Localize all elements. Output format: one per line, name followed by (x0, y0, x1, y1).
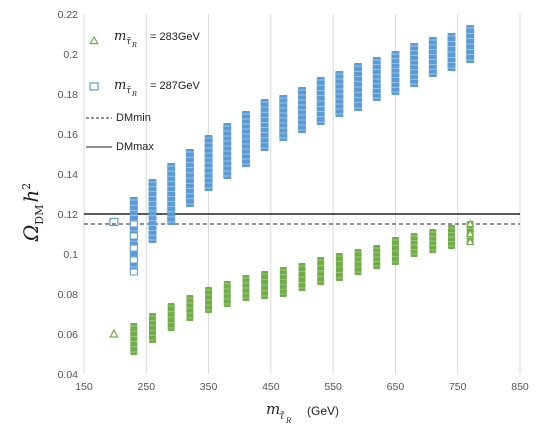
data-column (167, 163, 176, 225)
y-tick-label: 0.18 (58, 89, 79, 101)
data-point-triangle (466, 237, 475, 245)
series-triangles (109, 219, 475, 355)
x-axis-label: m τ̃ R (GeV) (266, 400, 339, 425)
legend-label-287-subsub: R (131, 90, 137, 98)
x-tick-label: 250 (138, 381, 156, 393)
legend-marker-triangle (89, 35, 99, 45)
x-tick-label: 550 (324, 381, 342, 393)
y-label-omega: Ω (19, 225, 43, 243)
legend-label-287-sub: τ̃ (126, 85, 132, 96)
data-point-square (129, 256, 138, 264)
legend-marker-square (89, 82, 99, 91)
data-column (260, 99, 269, 151)
legend-label-283-sub: τ̃ (126, 36, 132, 47)
x-tick-label: 350 (200, 381, 218, 393)
x-tick-labels: 150 250 350 450 550 650 750 850 (75, 381, 529, 393)
legend-entry-dmmax: DMmax (86, 141, 154, 153)
data-column (279, 267, 287, 297)
data-point-triangle (466, 229, 475, 237)
legend-label-283-value: = 283GeV (150, 31, 201, 43)
y-tick-label: 0.22 (58, 9, 79, 21)
y-tick-label: 0.2 (63, 49, 78, 61)
y-tick-label: 0.12 (58, 209, 79, 221)
data-marks (109, 25, 475, 355)
data-column (130, 323, 138, 355)
x-label-sub: τ̃ (279, 411, 285, 422)
data-point-square (129, 220, 138, 228)
x-tick-label: 450 (262, 381, 280, 393)
legend-entry-287gev: m τ̃ R = 287GeV (89, 78, 201, 98)
x-tick-label: 750 (449, 381, 467, 393)
legend-entry-dmmin: DMmin (86, 112, 151, 124)
legend-label-287-m: m (114, 78, 126, 93)
svg-text:ΩDMh2: ΩDM h2 (19, 183, 46, 243)
data-point-triangle (466, 219, 475, 227)
y-tick-label: 0.04 (58, 369, 79, 381)
y-axis-label: ΩDM h2 (19, 183, 46, 243)
data-point-square (129, 232, 138, 240)
legend: m τ̃ R = 283GeV m τ̃ R = 287GeV DMmin DM… (86, 29, 201, 153)
x-tick-label: 150 (75, 381, 93, 393)
legend-label-283-m: m (114, 29, 126, 44)
y-label-dm: DM (33, 205, 46, 225)
x-tick-label: 850 (511, 381, 529, 393)
data-column (428, 37, 437, 77)
data-point-square (109, 217, 119, 227)
y-tick-label: 0.16 (58, 129, 79, 141)
x-tick-label: 650 (387, 381, 405, 393)
series-squares (109, 25, 475, 276)
data-point-square (129, 244, 138, 252)
y-tick-label: 0.14 (58, 169, 79, 181)
legend-label-dmmax: DMmax (116, 141, 154, 153)
reference-lines (84, 213, 520, 225)
legend-entry-283gev: m τ̃ R = 283GeV (89, 29, 201, 49)
data-point-triangle (109, 328, 119, 338)
legend-label-287-value: = 287GeV (150, 80, 201, 92)
y-label-h: h (19, 190, 43, 203)
data-column (149, 313, 157, 343)
x-label-subsub: R (285, 417, 292, 425)
x-label-unit: (GeV) (307, 404, 339, 418)
legend-label-dmmin: DMmin (116, 112, 151, 124)
x-label-m: m (266, 400, 280, 418)
legend-label-283-subsub: R (131, 41, 137, 49)
data-point-square (129, 268, 138, 276)
y-tick-label: 0.06 (58, 329, 79, 341)
y-label-squared: 2 (20, 183, 33, 190)
y-tick-label: 0.1 (63, 249, 78, 261)
y-tick-label: 0.08 (58, 289, 79, 301)
y-tick-labels: 0.04 0.06 0.08 0.1 0.12 0.14 0.16 0.18 0.2 0.22 (58, 9, 79, 381)
